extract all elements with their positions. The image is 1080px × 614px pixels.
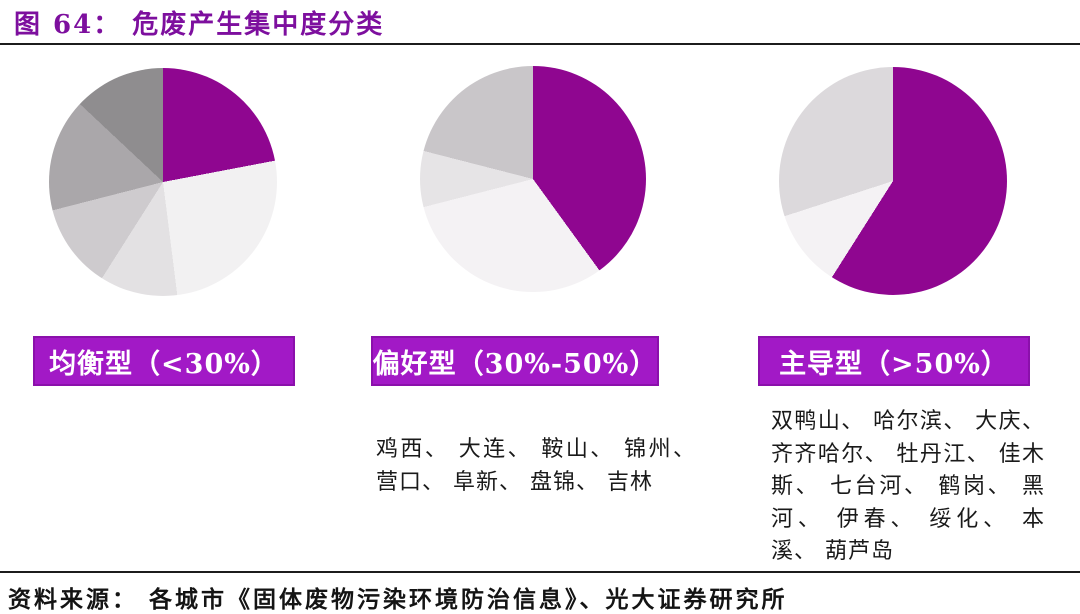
figure-title: 图 64： 危废产生集中度分类 — [14, 10, 385, 40]
bottom-divider — [0, 571, 1080, 573]
city-list-dominant: 双鸭山、 哈尔滨、 大庆、 齐齐哈尔、 牡丹江、 佳木斯、 七台河、 鹤岗、 黑… — [771, 409, 1045, 565]
pie-chart-dominant — [779, 67, 1007, 295]
source-note: 资料来源： 各城市《固体废物污染环境防治信息》、光大证券研究所 — [8, 586, 788, 613]
category-label-dominant: 主导型（>50%） — [758, 336, 1030, 386]
category-label-balanced: 均衡型（<30%） — [33, 336, 295, 386]
pie-chart-preference — [420, 66, 646, 292]
city-list-preference: 鸡西、 大连、 鞍山、 锦州、 营口、 阜新、 盘锦、 吉林 — [376, 437, 696, 495]
pie-chart-balanced — [49, 68, 277, 296]
category-label-preference: 偏好型（30%-50%） — [371, 336, 659, 386]
top-divider — [0, 43, 1080, 45]
